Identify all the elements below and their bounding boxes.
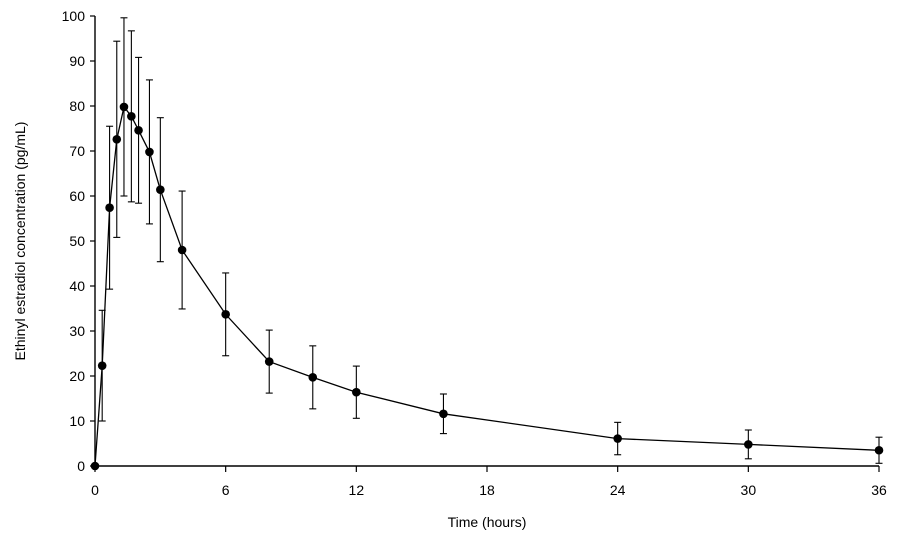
y-tick-label: 60 <box>69 188 85 204</box>
y-tick-label: 20 <box>69 368 85 384</box>
data-point <box>221 310 230 319</box>
x-axis-title: Time (hours) <box>448 514 527 530</box>
data-point <box>90 461 100 471</box>
data-point <box>874 445 884 455</box>
x-tick-label: 36 <box>871 482 887 498</box>
data-point <box>264 357 274 366</box>
data-point <box>177 245 187 255</box>
data-point <box>744 440 753 449</box>
y-tick-label: 90 <box>69 53 85 69</box>
data-point <box>97 361 107 370</box>
x-axis-ticks: 0 6 12 18 24 30 36 <box>91 466 887 498</box>
y-tick-label: 30 <box>69 323 85 339</box>
y-tick-label: 50 <box>69 233 85 249</box>
x-tick-label: 24 <box>610 482 626 498</box>
data-point <box>145 147 154 157</box>
y-tick-label: 10 <box>69 413 85 429</box>
data-point <box>308 373 318 382</box>
data-point <box>112 135 122 144</box>
x-tick-label: 6 <box>222 482 230 498</box>
y-tick-label: 40 <box>69 278 85 294</box>
x-tick-label: 30 <box>741 482 757 498</box>
x-tick-label: 0 <box>91 482 99 498</box>
data-point <box>352 387 361 397</box>
y-axis-ticks: 0 10 20 30 40 50 60 70 80 90 100 <box>62 8 95 474</box>
y-tick-label: 80 <box>69 98 85 114</box>
x-tick-label: 12 <box>349 482 365 498</box>
data-point <box>119 102 129 112</box>
series-line <box>94 105 880 467</box>
data-point <box>134 126 143 135</box>
y-tick-label: 0 <box>77 458 85 474</box>
data-point <box>156 185 165 194</box>
y-tick-label: 70 <box>69 143 85 159</box>
y-tick-label: 100 <box>62 8 86 24</box>
data-points <box>90 102 884 471</box>
y-axis-title: Ethinyl estradiol concentration (pg/mL) <box>12 122 28 361</box>
data-point <box>439 409 448 419</box>
x-tick-label: 18 <box>479 482 495 498</box>
data-point <box>127 112 136 121</box>
error-bars <box>98 17 883 464</box>
data-point <box>105 203 114 212</box>
data-point <box>613 434 622 443</box>
